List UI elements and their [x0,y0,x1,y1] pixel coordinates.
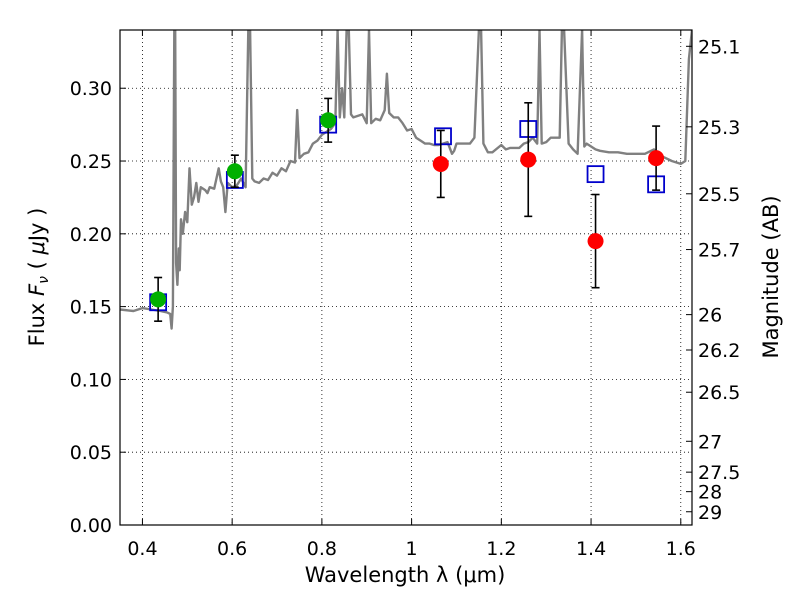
plot-clipped [120,30,692,330]
y-tick-label: 0.05 [70,442,112,464]
right-tick-label: 25.1 [698,36,740,58]
right-tick-label: 28 [698,482,722,504]
right-tick-label: 27 [698,431,722,453]
green-data-point [320,112,337,129]
x-tick-label: 0.6 [217,538,247,560]
spectrum-line [120,30,692,330]
y-tick-label: 0.25 [70,151,112,173]
plot-area [120,30,692,330]
right-tick-label: 26.5 [698,382,740,404]
green-data-point [150,291,167,308]
red-data-point [432,155,449,172]
y-axis-title-paren: ( [25,255,49,277]
model-square-point [434,127,452,146]
right-tick-label: 27.5 [698,462,740,484]
right-tick-label: 25.7 [698,240,740,262]
right-tick-label: 25.5 [698,184,740,206]
red-data-point [648,150,665,167]
y-axis-title-mu: μ [25,241,49,255]
red-data-point [520,151,537,168]
x-tick-label: 1.6 [666,538,696,560]
right-axis-title: Magnitude (AB) [759,195,783,358]
y-tick-label: 0.10 [70,369,112,391]
x-axis-title: Wavelength λ (μm) [305,563,506,587]
plot-frame [119,29,693,526]
axis-ticks: 0.4 0.6 0.8 1 1.2 1.4 1.6 0.00 0.05 0.10 0.15 0.20 0… [70,30,740,560]
x-tick-label: 1.2 [486,538,516,560]
x-tick-label: 0.8 [307,538,337,560]
y-axis-title-flux: Flux [25,296,49,346]
grid [120,30,692,526]
right-tick-label: 29 [698,502,722,524]
x-tick-label: 1.4 [576,538,606,560]
y-axis-title-subscript: ν [36,276,52,284]
right-tick-label: 25.3 [698,117,740,139]
right-tick-label: 26 [698,305,722,327]
x-tick-label: 1 [406,538,418,560]
y-tick-label: 0.15 [70,297,112,319]
y-axis-title-unit: Jy ) [25,208,49,244]
y-axis-title-symbol: F [25,283,49,296]
x-tick-label: 0.4 [127,538,157,560]
y-tick-label: 0.20 [70,224,112,246]
y-axis-title: Flux Fν ( μJy ) [25,208,52,347]
y-tick-label: 0.00 [70,515,112,537]
model-square-point [586,165,605,184]
right-tick-label: 26.2 [698,340,740,362]
green-data-point [226,163,243,180]
y-tick-label: 0.30 [70,78,112,100]
red-data-point [587,233,604,250]
